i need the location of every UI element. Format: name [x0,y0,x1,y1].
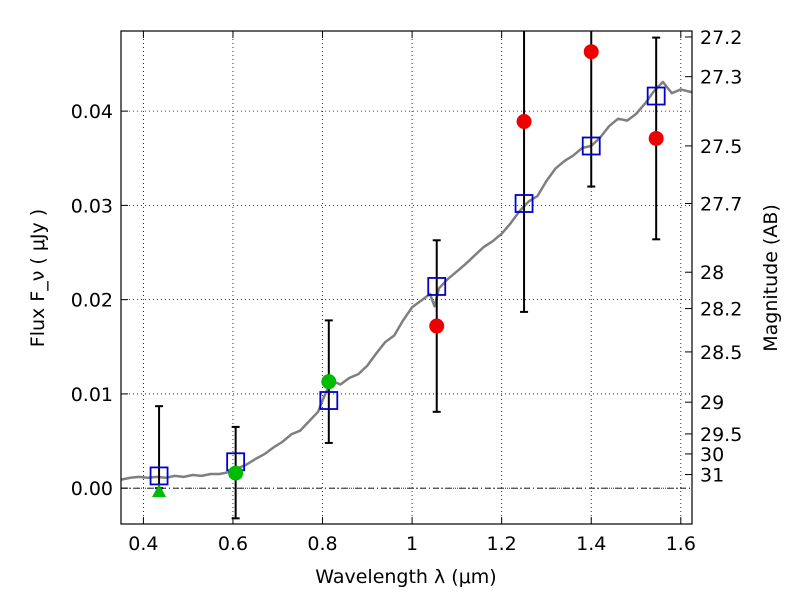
x-axis-ticks: 0.4 0.6 0.8 1 1.2 1.4 1.6 [128,31,696,555]
nir-circle-point [429,318,445,334]
optical-circle-point [228,465,244,481]
magnitude-tick-label: 28.5 [700,342,742,364]
x-tick-label: 0.6 [218,533,248,555]
x-tick-label: 1.4 [576,533,606,555]
magnitude-tick-label: 29 [700,392,724,414]
optical-circle-point [321,374,337,390]
x-tick-label: 1.6 [666,533,696,555]
plot-area [121,31,692,520]
x-tick-label: 0.4 [128,533,158,555]
nir-circle-point [648,130,664,146]
model-spectrum-line [121,80,692,481]
magnitude-tick-label: 27.7 [700,193,742,215]
x-tick-label: 1.2 [487,533,517,555]
model-band-square [514,194,534,213]
y-tick-label: 0.04 [71,101,113,123]
magnitude-tick-label: 27.5 [700,136,742,158]
y-tick-label: 0.02 [71,290,113,312]
plot-background [121,31,692,524]
magnitude-axis-label: Magnitude (AB) [760,204,782,352]
y-axis-label: Flux F_ν ( μJy ) [27,209,49,347]
y-tick-label: 0.00 [71,478,113,500]
model-band-square [319,391,339,410]
model-band-square [427,277,447,296]
x-axis-label: Wavelength λ (μm) [315,566,496,588]
model-band-square [646,86,666,106]
x-tick-label: 0.8 [307,533,337,555]
magnitude-tick-label: 27.2 [700,27,742,49]
magnitude-tick-label: 29.5 [700,424,742,446]
magnitude-tick-label: 28.2 [700,299,742,321]
y-axis-ticks: 0.00 0.01 0.02 0.03 0.04 [71,101,128,500]
x-tick-label: 1 [406,533,418,555]
nir-circle-point [516,113,532,129]
magnitude-tick-label: 30 [700,444,724,466]
optical-triangle-point [152,483,167,497]
magnitude-tick-label: 31 [700,465,724,487]
nir-circle-point [583,44,599,60]
y-tick-label: 0.01 [71,384,113,406]
plot-frame [120,30,693,525]
model-band-square [581,136,601,156]
magnitude-tick-label: 27.3 [700,67,742,89]
y-tick-label: 0.03 [71,195,113,217]
magnitude-tick-label: 28 [700,262,724,284]
